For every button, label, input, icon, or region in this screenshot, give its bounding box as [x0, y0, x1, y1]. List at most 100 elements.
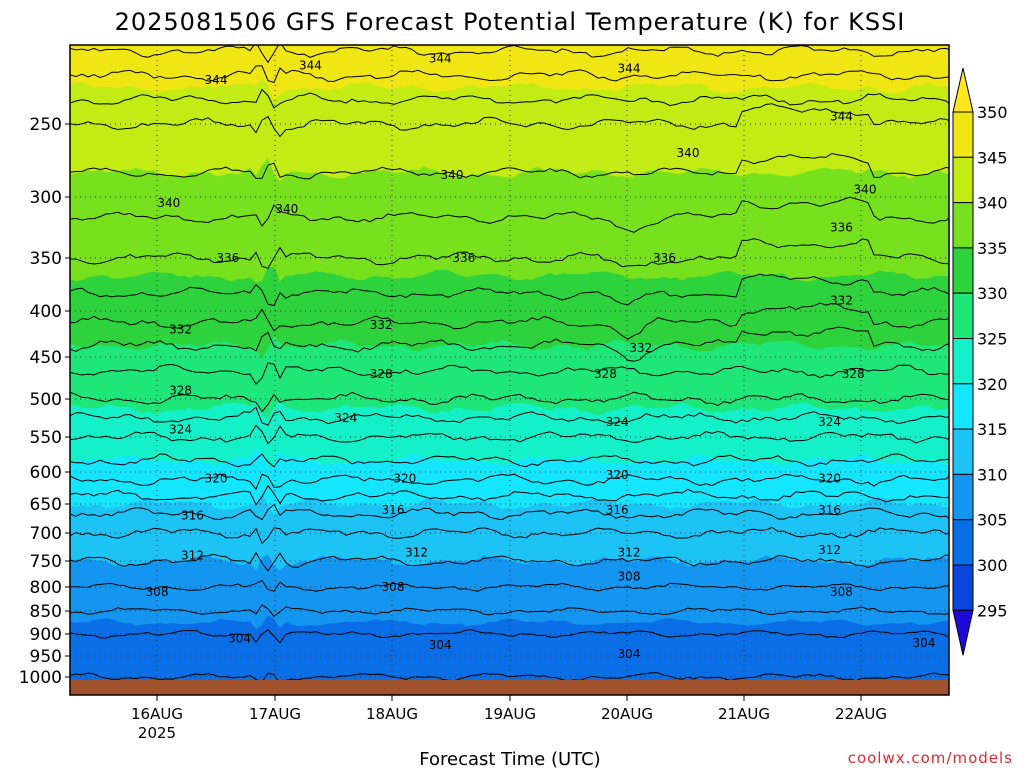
- ground-surface: [70, 680, 949, 695]
- contour-line-318: [70, 473, 949, 491]
- y-tick-label: 800: [30, 578, 62, 598]
- colorbar-swatch-345: [952, 156, 974, 204]
- y-tick-label: 350: [30, 249, 62, 269]
- contour-label: 312: [818, 543, 841, 557]
- contour-line-322: [70, 424, 949, 445]
- contour-line-332: [70, 302, 949, 340]
- contour-label: 336: [653, 251, 676, 265]
- colorbar-label: 305: [977, 511, 1008, 530]
- colorbar-max-triangle: [952, 67, 974, 113]
- colorbar-label: 330: [977, 284, 1008, 303]
- contour-label: 336: [830, 221, 853, 235]
- colorbar-swatch-300: [952, 564, 974, 611]
- contour-label: 324: [169, 422, 192, 436]
- contour-label: 344: [429, 51, 452, 65]
- contour-label: 324: [334, 411, 357, 425]
- contour-label: 308: [382, 580, 405, 594]
- y-tick-label: 500: [30, 390, 62, 410]
- contour-line-336: [70, 238, 949, 269]
- contour-label: 340: [275, 202, 298, 216]
- contour-label: 328: [842, 367, 865, 381]
- colorbar-min-triangle: [952, 609, 974, 656]
- y-tick-label: 550: [30, 428, 62, 448]
- colorbar: 295 300 305 310 315 320 325 330 335 340 345 350: [952, 67, 1008, 656]
- colorbar-label: 325: [977, 330, 1008, 349]
- colorbar-label: 310: [977, 465, 1008, 484]
- contour-label: 332: [830, 293, 853, 307]
- contour-label: 316: [606, 503, 629, 517]
- y-tick-label: 1000: [19, 668, 62, 688]
- colorbar-swatch-335: [952, 247, 974, 294]
- contour-label: 340: [157, 196, 180, 210]
- y-tick-label: 700: [30, 524, 62, 544]
- y-tick-label: 900: [30, 625, 62, 645]
- contour-line-338: [70, 196, 949, 233]
- contour-label: 316: [181, 509, 204, 523]
- contour-line-302: [70, 672, 949, 685]
- contour-label: 340: [677, 146, 700, 160]
- colorbar-label: 295: [977, 601, 1008, 620]
- colorbar-label: 315: [977, 420, 1008, 439]
- contour-line-316: [70, 484, 949, 506]
- contour-label: 320: [606, 468, 629, 482]
- y-axis: 250 300 350 400 450 500 550 600 650 700 750 800 850 9…: [19, 115, 70, 688]
- contour-line-334: [70, 273, 949, 307]
- x-tick-label: 16AUG: [131, 705, 183, 723]
- colorbar-label: 300: [977, 556, 1008, 575]
- colorbar-label: 340: [977, 194, 1008, 213]
- contour-label: 316: [818, 503, 841, 517]
- colorbar-swatch-305: [952, 519, 974, 566]
- y-tick-label: 650: [30, 495, 62, 515]
- colorbar-label: 320: [977, 375, 1008, 394]
- contour-label: 308: [830, 585, 853, 599]
- colorbar-swatch-325: [952, 338, 974, 385]
- contour-line-312: [70, 526, 949, 545]
- colorbar-swatch-315: [952, 428, 974, 475]
- colorbar-swatch-320: [952, 383, 974, 430]
- contour-label: 304: [913, 636, 936, 650]
- contour-label: 312: [618, 546, 641, 560]
- contour-label: 304: [618, 647, 641, 661]
- y-tick-label: 850: [30, 602, 62, 622]
- contour-line-328: [70, 362, 949, 385]
- contour-label: 332: [370, 318, 393, 332]
- contour-label: 304: [228, 631, 251, 645]
- y-tick-label: 450: [30, 348, 62, 368]
- x-tick-label: 21AUG: [718, 705, 770, 723]
- contour-label: 328: [169, 384, 192, 398]
- contour-line-342: [70, 103, 949, 138]
- contour-label: 332: [629, 341, 652, 355]
- contour-label: 344: [205, 73, 228, 87]
- contour-label: 308: [618, 570, 641, 584]
- contour-label: 328: [370, 367, 393, 381]
- colorbar-swatch-350: [952, 111, 974, 158]
- x-tick-label: 20AUG: [601, 705, 653, 723]
- colorbar-swatch-310: [952, 473, 974, 521]
- contour-line-346: [70, 65, 949, 84]
- x-tick-label: 19AUG: [484, 705, 536, 723]
- contour-labels: 344 344 344 344 344 340 340 340 340 340 336 336 336 3…: [146, 51, 936, 661]
- contour-label: 344: [830, 110, 853, 124]
- contour-line-326: [70, 391, 949, 413]
- grid-lines: [70, 45, 949, 695]
- y-tick-label: 950: [30, 647, 62, 667]
- x-axis-label: Forecast Time (UTC): [419, 749, 600, 768]
- contour-line-314: [70, 503, 949, 521]
- contour-label: 312: [405, 546, 428, 560]
- credit-text: coolwx.com/models: [848, 749, 1013, 767]
- contour-label: 340: [854, 183, 877, 197]
- contour-label: 324: [818, 415, 841, 429]
- contour-label: 336: [452, 251, 475, 265]
- contour-label: 308: [146, 585, 169, 599]
- contour-label: 312: [181, 548, 204, 562]
- y-tick-label: 600: [30, 463, 62, 483]
- x-tick-label: 22AUG: [835, 705, 887, 723]
- contour-label: 320: [393, 471, 416, 485]
- contour-line-308: [70, 579, 949, 592]
- contour-label: 324: [606, 415, 629, 429]
- y-tick-label: 300: [30, 188, 62, 208]
- contour-line-340: [70, 152, 949, 180]
- contour-label: 328: [594, 367, 617, 381]
